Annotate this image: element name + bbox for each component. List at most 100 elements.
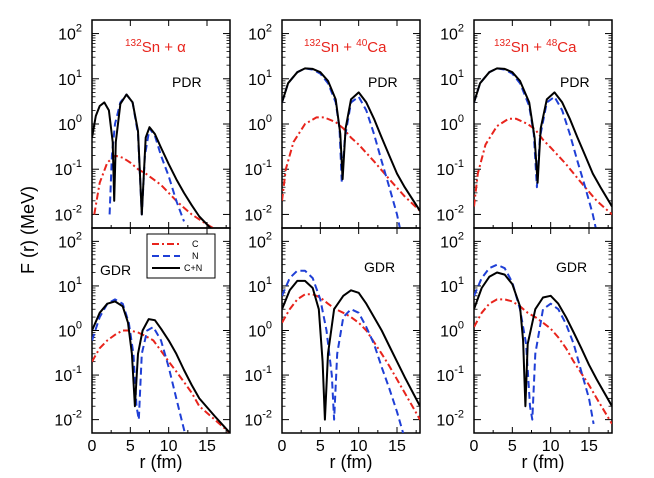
panel-r0-c1-ylabel-exp: -1: [262, 158, 272, 170]
panel-r0-c0-ylabel-base: 10: [58, 72, 76, 89]
panel-r1-c1-series-c: [282, 293, 420, 421]
panel-r1-c0-xlabel-5: 5: [126, 438, 135, 455]
panel-title-col-1: 132Sn + 40Ca: [304, 38, 387, 56]
panel-r0-c2-ylabel-base: 10: [440, 27, 458, 44]
panel-r1-c1-ylabel-exp: 0: [266, 320, 272, 332]
panel-r1-c2-series-n: [474, 263, 595, 425]
panel-r1-c1-ylabel-0: 100: [248, 320, 272, 341]
panel-r1-c1-series-n: [282, 269, 405, 433]
panel-r1-c0-ylabel-exp: -1: [72, 364, 82, 376]
panel-r1-c2-ylabel-base: 10: [440, 324, 458, 341]
panel-r0-c1-ylabel-base: 10: [248, 27, 266, 44]
panel-r1-c1-xlabel-15: 15: [388, 438, 406, 455]
panel-r0-c1-ylabel-exp: 2: [266, 23, 272, 35]
panel-r1-c1-ylabel-exp: -1: [262, 364, 272, 376]
title-col-0-main: Sn + α: [142, 39, 186, 56]
panel-r1-c0-xlabel-15: 15: [198, 438, 216, 455]
panel-r1-c2-ylabel-base: 10: [436, 368, 454, 385]
panel-r0-c0-ylabel-2: 102: [58, 23, 82, 44]
panel-r0-c2-ylabel-base: 10: [440, 72, 458, 89]
panel-r1-c2-series-cn: [474, 271, 612, 408]
panel-r1-c2-ylabel--1: 10-1: [436, 364, 464, 385]
panel-title-col-2: 132Sn + 48Ca: [494, 38, 577, 56]
panel-r1-c2-ylabel-base: 10: [440, 279, 458, 296]
panel-r1-c1-ylabel-base: 10: [244, 368, 262, 385]
title-col-2-mass2: 48: [546, 38, 558, 49]
panel-r0-c1-ylabel-1: 101: [248, 68, 272, 89]
panel-r1-c1-ylabel-base: 10: [244, 413, 262, 430]
panel-r0-c0-ylabel-exp: 2: [76, 23, 82, 35]
title-col-2-mass: 132: [494, 38, 511, 49]
x-axis-label-col-0: r (fm): [140, 452, 183, 472]
panel-r0-c0-ylabel-base: 10: [54, 162, 72, 179]
title-col-1-main: Sn +: [321, 39, 356, 56]
panel-r1-c1-ylabel-2: 102: [248, 230, 272, 251]
panel-r0-c2-ylabel-exp: 2: [458, 23, 464, 35]
panel-r1-c0-ylabel-2: 102: [58, 230, 82, 251]
panels: 10-210-110010110210-210-110010110210-210…: [54, 19, 613, 455]
panel-r1-c0-ylabel-base: 10: [54, 413, 72, 430]
panel-r0-c0-ylabel-1: 101: [58, 68, 82, 89]
panel-r1-c1-series-cn: [282, 279, 420, 421]
panel-r0-c2-ylabel-base: 10: [436, 207, 454, 224]
panel-r1-c0-series-n: [92, 298, 187, 433]
panel-r0-c0-ylabel-exp: -1: [72, 158, 82, 170]
panel-r0-c1-ylabel-base: 10: [248, 117, 266, 134]
panel-r0-c0-series-c: [93, 154, 215, 228]
panel-r1-c2-ylabel-1: 101: [440, 275, 464, 296]
panel-r1-c2-xlabel-10: 10: [542, 438, 560, 455]
panel-r1-c0-ylabel-base: 10: [58, 234, 76, 251]
row-tag-gdr-col-1: GDR: [364, 259, 395, 275]
panel-r1-c0-ylabel-1: 101: [58, 275, 82, 296]
panel-r1-c2-ylabel-exp: 0: [458, 320, 464, 332]
panel-r0-c0-ylabel-base: 10: [58, 27, 76, 44]
panel-r1-c2-series-c: [474, 298, 612, 425]
panel-r0-c1-series-cn: [282, 67, 420, 212]
title-col-2-main: Sn +: [511, 39, 546, 56]
panel-r0-c1-ylabel-base: 10: [244, 162, 262, 179]
x-axis-label-col-1: r (fm): [330, 452, 373, 472]
title-col-1-tail: Ca: [367, 39, 387, 56]
panel-r1-c2-xlabel-0: 0: [470, 438, 479, 455]
panel-title-col-0: 132Sn + α: [125, 38, 186, 56]
panel-r0-c1-ylabel-0: 100: [248, 113, 272, 134]
panel-r0-c2-ylabel-exp: -2: [454, 203, 464, 215]
panel-r1-c1-ylabel-exp: -2: [262, 409, 272, 421]
y-axis-label: F (r) (MeV): [18, 186, 38, 274]
panel-r0-c1-ylabel-2: 102: [248, 23, 272, 44]
panel-r1-c2-ylabel-0: 100: [440, 320, 464, 341]
title-col-2-tail: Ca: [557, 39, 577, 56]
panel-r0-c2-series-c: [474, 117, 612, 216]
panel-r1-c0-ylabel-exp: 1: [76, 275, 82, 287]
row-tag-gdr-col-2: GDR: [556, 259, 587, 275]
panel-r0-c1-ylabel--1: 10-1: [244, 158, 272, 179]
panel-r1-c0-ylabel-base: 10: [54, 368, 72, 385]
panel-r1-c0-ylabel-0: 100: [58, 320, 82, 341]
panel-r0-c0-ylabel-base: 10: [54, 207, 72, 224]
panel-r1-c1-ylabel--2: 10-2: [244, 409, 272, 430]
panel-r0-c1-ylabel-base: 10: [248, 72, 266, 89]
panel-r0-c1-series-n: [282, 67, 401, 228]
panel-r1-c2-xlabel-15: 15: [580, 438, 598, 455]
panel-r0-c1-ylabel-exp: -2: [262, 203, 272, 215]
panel-r1-c1-xlabel-10: 10: [350, 438, 368, 455]
panel-r1-c2-xlabel-5: 5: [508, 438, 517, 455]
panel-r0-c2-ylabel-2: 102: [440, 23, 464, 44]
panel-r1-c2-ylabel-exp: 1: [458, 275, 464, 287]
panel-r1-c1-ylabel-1: 101: [248, 275, 272, 296]
panel-r0-c0-ylabel-exp: 1: [76, 68, 82, 80]
panel-r0-c2-ylabel--2: 10-2: [436, 203, 464, 224]
panel-r1-c0-ylabel-exp: 0: [76, 320, 82, 332]
x-axis-label-col-2: r (fm): [522, 452, 565, 472]
row-tag-pdr-col-1: PDR: [368, 74, 398, 90]
panel-r0-c0-ylabel-0: 100: [58, 113, 82, 134]
panel-r0-c1-series-c: [282, 116, 420, 212]
panel-r1-c1-ylabel--1: 10-1: [244, 364, 272, 385]
panel-r1-c0-ylabel-base: 10: [58, 324, 76, 341]
title-col-1-mass2: 40: [356, 38, 368, 49]
legend: C N C+N: [146, 233, 216, 279]
